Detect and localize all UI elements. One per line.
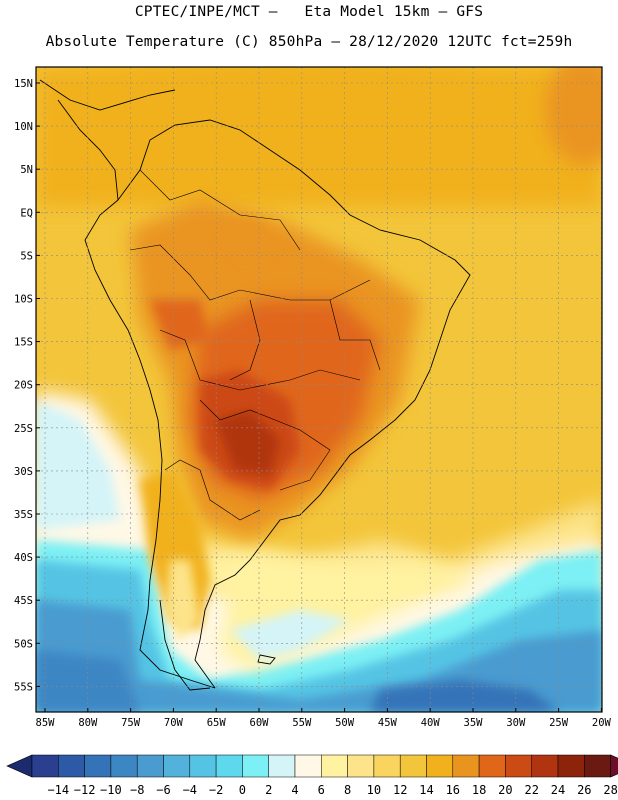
temperature-field [36, 67, 602, 712]
lat-label: EQ [20, 207, 33, 219]
colorbar-tick-label: 10 [367, 783, 381, 797]
colorbar-swatch [31, 754, 59, 778]
title-line-1: CPTEC/INPE/MCT – Eta Model 15km – GFS [134, 4, 484, 20]
lat-label: 40S [14, 552, 33, 564]
colorbar-tick-label: −4 [183, 783, 197, 797]
colorbar-swatch [321, 754, 348, 778]
lon-label: 65W [207, 717, 227, 729]
lat-label: 25S [14, 423, 33, 435]
lon-label: 35W [464, 717, 484, 729]
lat-label: 20S [14, 380, 33, 392]
lon-label: 40W [421, 717, 441, 729]
graticule [36, 67, 602, 712]
colorbar-swatch [347, 754, 375, 778]
colorbar-tick-label: 28 [603, 783, 617, 797]
colorbar-swatch [110, 754, 138, 778]
colorbar-swatch [242, 754, 269, 778]
colorbar-tick-label: 6 [318, 783, 325, 797]
colorbar-swatch [58, 754, 85, 778]
colorbar-labels: −14 −12 −10 −8 −6 −4 −2 0 2 4 6 8 10 12 14 16 18 20 22 24 26… [47, 783, 617, 797]
colorbar-tick-label: 12 [393, 783, 407, 797]
colorbar-swatch [294, 754, 322, 778]
lat-label: 55S [14, 681, 33, 693]
colorbar-swatch [505, 754, 532, 778]
lat-label: 5S [20, 250, 33, 262]
colorbar-swatch [452, 754, 480, 778]
lon-label: 60W [250, 717, 270, 729]
lat-label: 5N [20, 164, 33, 176]
colorbar-tick-label: −8 [130, 783, 144, 797]
lon-label: 20W [592, 717, 612, 729]
colorbar-swatch [84, 754, 112, 778]
lon-label: 50W [335, 717, 355, 729]
colorbar-tick-label: 16 [446, 783, 460, 797]
lat-label: 10S [14, 294, 33, 306]
lat-label: 35S [14, 509, 33, 521]
lat-label: 50S [14, 638, 33, 650]
colorbar-swatch [215, 754, 243, 778]
colorbar-tick-label: 4 [291, 783, 298, 797]
colorbar-swatch [426, 754, 454, 778]
colorbar-tick-label: 8 [344, 783, 351, 797]
colorbar-tick-label: 2 [265, 783, 272, 797]
colorbar-swatch [557, 754, 585, 778]
colorbar-tick-label: −2 [209, 783, 223, 797]
lon-label: 80W [78, 717, 98, 729]
lon-label: 75W [121, 717, 141, 729]
title-line-2: Absolute Temperature (C) 850hPa – 28/12/… [45, 34, 573, 50]
longitude-labels: 85W 80W 75W 70W 65W 60W 55W 50W 45W 40W 35W 30W 25W 2… [36, 708, 612, 729]
colorbar-tick-label: −10 [100, 783, 122, 797]
colorbar [6, 754, 618, 778]
colorbar-tick-label: 18 [472, 783, 486, 797]
colorbar-swatch [136, 754, 164, 778]
lon-label: 70W [164, 717, 184, 729]
latitude-labels: 15N 10N 5N EQ 5S 10S 15S 20S 25S 30S 35S 40S 45S 50S 5… [14, 78, 40, 693]
lat-label: 15S [14, 337, 33, 349]
colorbar-high-arrow [610, 754, 618, 778]
colorbar-tick-label: 22 [524, 783, 538, 797]
colorbar-low-arrow [6, 754, 33, 778]
colorbar-tick-label: 14 [419, 783, 433, 797]
lon-label: 45W [378, 717, 398, 729]
lon-label: 55W [292, 717, 312, 729]
map-frame [35, 66, 603, 713]
lat-label: 45S [14, 595, 33, 607]
lon-label: 25W [549, 717, 569, 729]
colorbar-swatch [584, 754, 611, 778]
colorbar-tick-label: −14 [47, 783, 69, 797]
lat-label: 30S [14, 466, 33, 478]
colorbar-swatch [189, 754, 217, 778]
colorbar-swatch [268, 754, 296, 778]
colorbar-tick-label: 0 [239, 783, 246, 797]
lon-label: 85W [36, 717, 56, 729]
colorbar-tick-label: 26 [577, 783, 591, 797]
lon-label: 30W [506, 717, 526, 729]
colorbar-swatch [163, 754, 191, 778]
colorbar-swatch [531, 754, 559, 778]
lat-label: 10N [14, 121, 33, 133]
colorbar-swatch [373, 754, 401, 778]
colorbar-tick-label: 20 [498, 783, 512, 797]
colorbar-tick-label: −12 [74, 783, 96, 797]
colorbar-swatch [399, 754, 427, 778]
coastline-overlay [39, 79, 471, 691]
country-borders [129, 169, 381, 521]
colorbar-swatch [478, 754, 506, 778]
lat-label: 15N [14, 78, 33, 90]
colorbar-tick-label: 24 [551, 783, 565, 797]
colorbar-tick-label: −6 [156, 783, 170, 797]
